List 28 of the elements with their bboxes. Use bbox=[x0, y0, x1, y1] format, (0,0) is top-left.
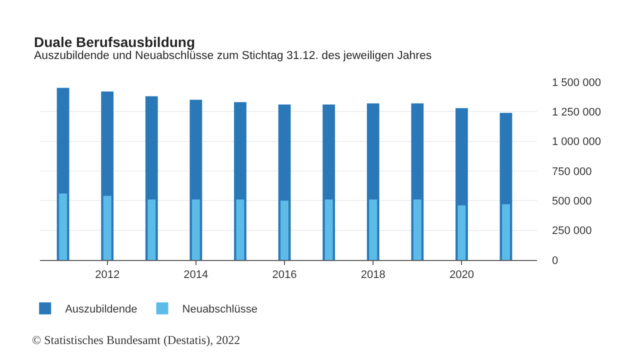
y-tick-label: 250 000 bbox=[552, 225, 592, 238]
bar bbox=[369, 199, 378, 260]
y-tick-label: 1 250 000 bbox=[552, 106, 601, 119]
bar bbox=[280, 200, 288, 260]
legend-label: Neuabschlüsse bbox=[182, 304, 258, 316]
x-tick-label: 2012 bbox=[95, 269, 120, 282]
bar bbox=[458, 205, 466, 260]
bar bbox=[236, 199, 244, 260]
y-tick-label: 750 000 bbox=[552, 166, 592, 178]
y-tick-label: 1 000 000 bbox=[552, 136, 601, 148]
x-tick-label: 2020 bbox=[449, 269, 474, 282]
bar bbox=[192, 199, 200, 260]
legend-label: Auszubildende bbox=[65, 304, 138, 316]
x-tick-label: 2014 bbox=[184, 269, 208, 282]
y-tick-label: 0 bbox=[552, 254, 558, 267]
chart-subtitle: Auszubildende und Neuabschlüsse zum Stichtag 31.12. des jeweiligen Jahres bbox=[34, 50, 432, 62]
bar bbox=[103, 196, 112, 260]
x-tick-label: 2016 bbox=[272, 269, 297, 282]
chart-title: Duale Berufsausbildung bbox=[34, 34, 196, 50]
bar bbox=[502, 204, 510, 260]
bar bbox=[413, 199, 422, 260]
y-tick-label: 1 500 000 bbox=[552, 76, 601, 89]
bar bbox=[324, 199, 333, 260]
x-tick-label: 2018 bbox=[360, 269, 386, 282]
y-tick-label: 500 000 bbox=[552, 196, 592, 208]
bar bbox=[59, 194, 68, 260]
text: © Statistisches Bundesamt (Destatis), 2022 bbox=[32, 333, 240, 347]
bar bbox=[148, 199, 156, 260]
